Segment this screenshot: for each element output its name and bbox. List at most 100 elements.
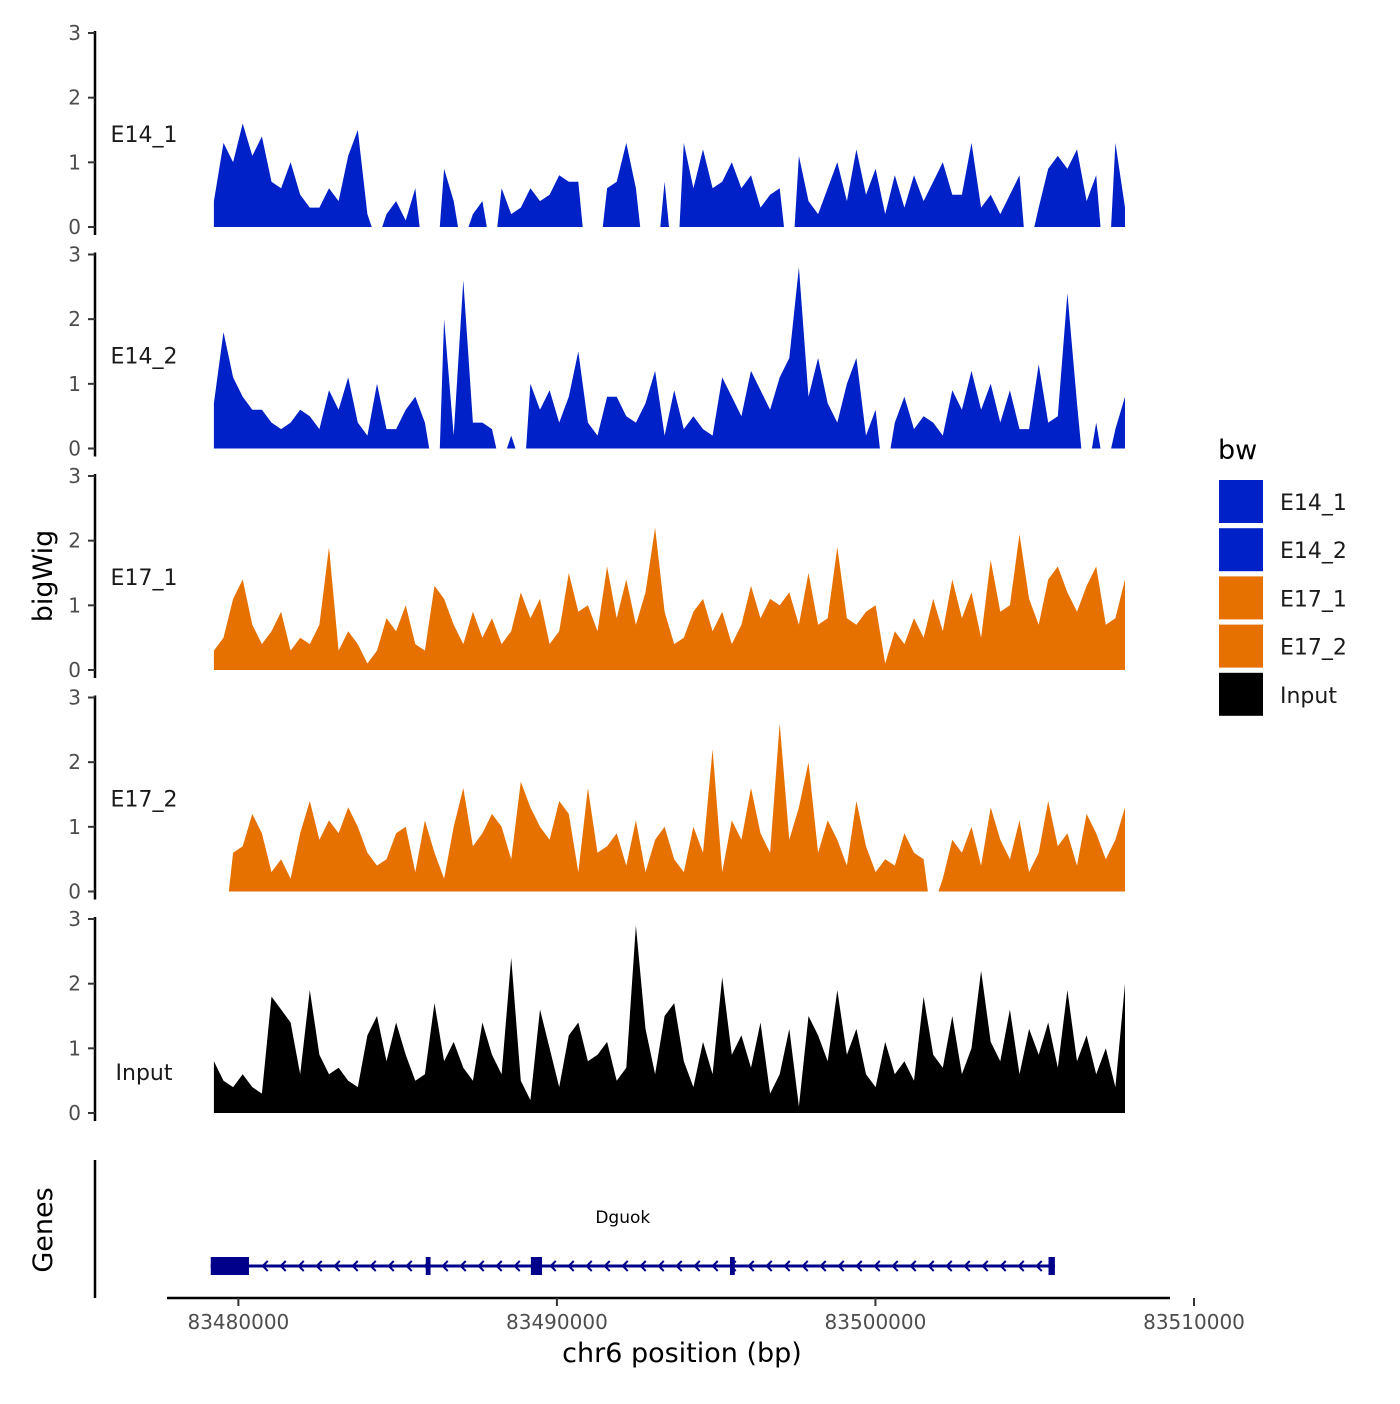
gene-exon [530, 1257, 543, 1275]
y-tick-label: 3 [68, 243, 81, 267]
y-tick-label: 1 [68, 150, 81, 174]
strand-arrow [405, 1260, 413, 1272]
gene-track: Dguok [93, 1160, 1055, 1298]
legend-entry-E14_2: E14_2 [1219, 528, 1347, 572]
legend-label: E17_2 [1280, 636, 1347, 661]
strand-arrow [297, 1260, 305, 1272]
gene-exon [425, 1257, 431, 1275]
area-E14_1 [213, 123, 372, 227]
y-axis-title: bigWig [28, 530, 59, 623]
strand-arrow [819, 1260, 827, 1272]
genes-axis-title: Genes [28, 1187, 59, 1272]
area-Input [213, 925, 1125, 1113]
strand-arrow [549, 1260, 557, 1272]
area-E14_2 [1111, 396, 1125, 449]
x-tick-label: 83480000 [187, 1310, 289, 1334]
strand-arrow [981, 1260, 989, 1272]
area-E14_1 [382, 188, 420, 227]
track-Input: 0 1 2 3 Input [68, 907, 1125, 1125]
area-E14_2 [213, 332, 430, 449]
x-tick-label: 83500000 [825, 1310, 927, 1334]
y-tick-label: 0 [68, 437, 81, 461]
y-tick-label: 2 [68, 972, 81, 996]
track-E17_1: 0 1 2 3 E17_1 [68, 464, 1125, 682]
legend-label: E14_2 [1280, 539, 1347, 564]
area-E14_2 [890, 293, 1082, 449]
area-E14_1 [497, 175, 583, 227]
strand-arrow [603, 1260, 611, 1272]
strand-arrow [765, 1260, 773, 1272]
y-tick-label: 2 [68, 86, 81, 110]
strand-arrow [333, 1260, 341, 1272]
legend-entry-E14_1: E14_1 [1219, 480, 1347, 523]
x-tick-label: 83490000 [506, 1310, 608, 1334]
legend-swatch [1219, 672, 1263, 716]
area-E14_1 [602, 142, 641, 227]
strand-arrow [495, 1260, 503, 1272]
area-E14_2 [506, 435, 516, 449]
legend-swatch [1219, 624, 1263, 668]
track-E14_1: 0 1 2 3 E14_1 [68, 21, 1125, 239]
legend-entry-E17_1: E17_1 [1219, 576, 1347, 620]
track-label: E14_1 [111, 123, 178, 148]
strand-arrow [279, 1260, 287, 1272]
area-E14_1 [439, 168, 458, 227]
strand-arrow [621, 1260, 629, 1272]
y-tick-label: 0 [68, 215, 81, 239]
gene-Dguok: Dguok [210, 1208, 1055, 1275]
y-tick-label: 0 [68, 658, 81, 682]
area-E14_1 [660, 181, 669, 227]
legend-label: E17_1 [1280, 587, 1347, 612]
strand-arrow [693, 1260, 701, 1272]
area-E14_2 [526, 267, 880, 449]
strand-arrow [639, 1260, 647, 1272]
strand-arrow [1035, 1260, 1043, 1272]
y-tick-label: 1 [68, 815, 81, 839]
track-label: E17_2 [111, 788, 178, 813]
track-E17_2: 0 1 2 3 E17_2 [68, 686, 1125, 904]
legend-entry-Input: Input [1219, 672, 1337, 716]
strand-arrow [459, 1260, 467, 1272]
y-tick-label: 0 [68, 880, 81, 904]
strand-arrow [567, 1260, 575, 1272]
strand-arrow [369, 1260, 377, 1272]
strand-arrow [387, 1260, 395, 1272]
legend-entry-E17_2: E17_2 [1219, 624, 1347, 668]
area-E14_2 [1091, 422, 1101, 449]
track-label: E14_2 [111, 345, 178, 370]
y-tick-label: 3 [68, 686, 81, 710]
gene-exon [210, 1257, 249, 1275]
area-E14_1 [1034, 149, 1101, 227]
strand-arrow [351, 1260, 359, 1272]
legend-label: E14_1 [1280, 491, 1347, 516]
strand-arrow [963, 1260, 971, 1272]
area-E14_2 [439, 280, 497, 449]
track-label: E17_1 [111, 566, 178, 591]
gene-exon [1048, 1257, 1055, 1275]
strand-arrow [747, 1260, 755, 1272]
y-tick-label: 3 [68, 21, 81, 45]
strand-arrow [477, 1260, 485, 1272]
strand-arrow [855, 1260, 863, 1272]
strand-arrow [927, 1260, 935, 1272]
strand-arrow [945, 1260, 953, 1272]
area-E17_2 [938, 801, 1125, 892]
strand-arrow [909, 1260, 917, 1272]
legend-label: Input [1280, 684, 1337, 709]
gene-name-label: Dguok [595, 1208, 650, 1228]
strand-arrow [837, 1260, 845, 1272]
strand-arrow [783, 1260, 791, 1272]
x-axis-title: chr6 position (bp) [562, 1338, 802, 1369]
strand-arrow [873, 1260, 881, 1272]
area-E17_1 [213, 527, 1125, 670]
y-tick-label: 3 [68, 464, 81, 488]
legend-swatch [1219, 528, 1263, 572]
strand-arrow [657, 1260, 665, 1272]
area-E14_1 [794, 142, 1024, 227]
strand-arrow [675, 1260, 683, 1272]
area-E14_1 [468, 201, 487, 227]
strand-arrow [711, 1260, 719, 1272]
y-tick-label: 2 [68, 307, 81, 331]
